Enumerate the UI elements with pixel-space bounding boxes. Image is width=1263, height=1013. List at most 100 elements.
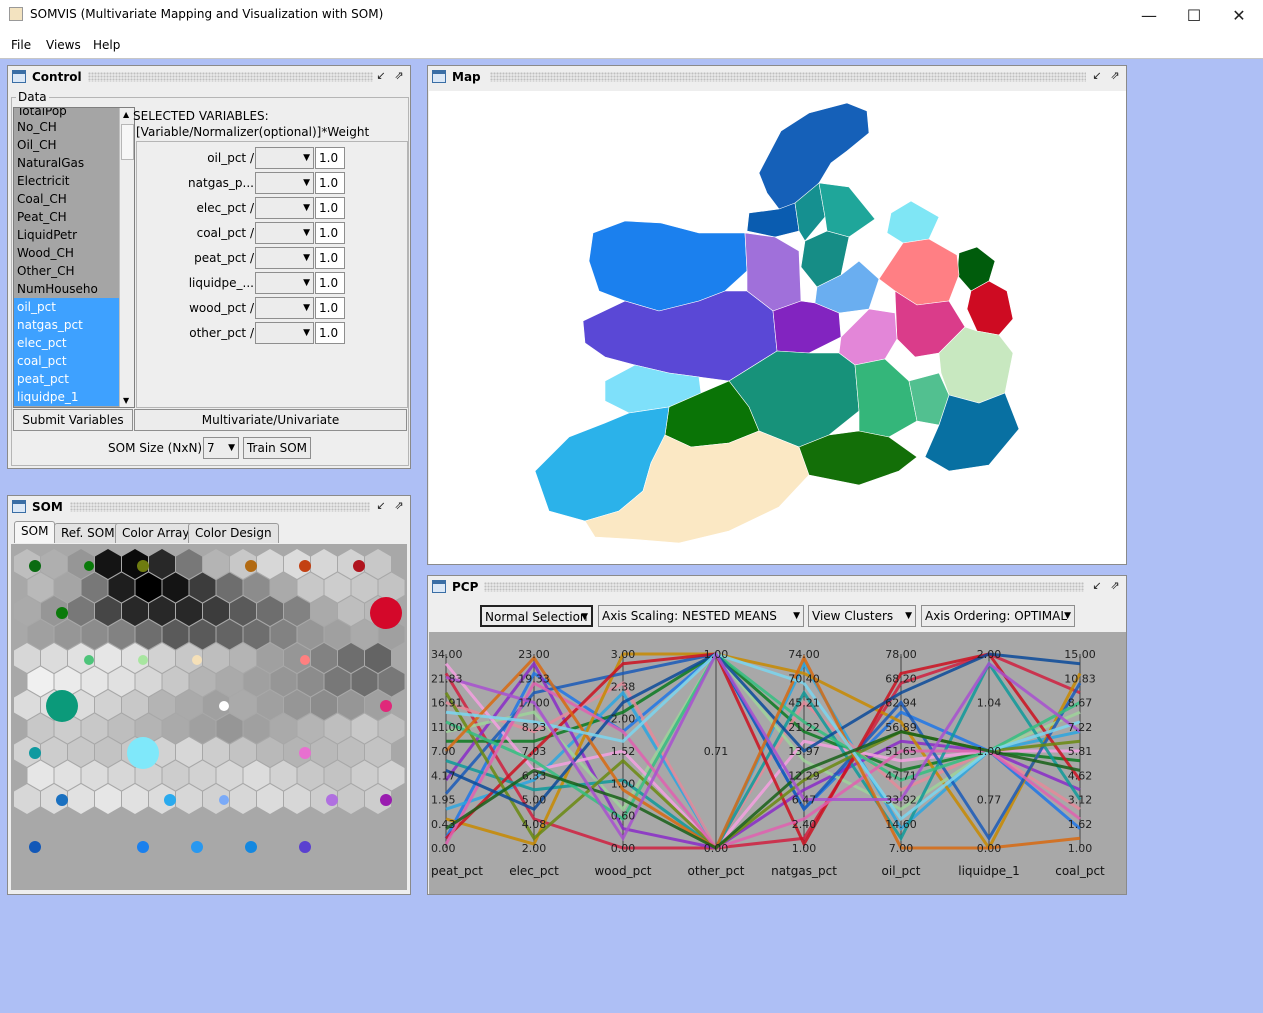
som-hex-cell[interactable] (203, 690, 229, 720)
som-hex-cell[interactable] (108, 572, 135, 603)
som-hex-cell[interactable] (14, 596, 40, 626)
som-hex-cell[interactable] (189, 713, 216, 744)
som-hex-grid[interactable] (11, 544, 407, 890)
som-hex-cell[interactable] (324, 713, 351, 744)
som-hex-cell[interactable] (95, 643, 121, 673)
som-cluster-node[interactable] (29, 747, 41, 759)
som-hex-cell[interactable] (189, 572, 216, 603)
som-cluster-node[interactable] (56, 607, 68, 619)
som-cluster-node[interactable] (56, 794, 68, 806)
iconify-icon[interactable]: ↙ (376, 499, 386, 512)
list-item[interactable]: natgas_pct (14, 316, 121, 334)
maximize-frame-icon[interactable]: ⇗ (1110, 69, 1120, 82)
pcp-axis-name[interactable]: oil_pct (882, 864, 921, 878)
list-item[interactable]: Coal_CH (17, 192, 67, 206)
som-hex-cell[interactable] (95, 549, 121, 579)
menu-help[interactable]: Help (93, 38, 121, 52)
som-hex-cell[interactable] (297, 572, 324, 603)
som-hex-cell[interactable] (230, 596, 256, 626)
som-cluster-node[interactable] (29, 560, 41, 572)
som-hex-cell[interactable] (14, 643, 40, 673)
close-icon[interactable]: ✕ (1232, 5, 1246, 25)
som-hex-cell[interactable] (189, 760, 216, 791)
som-hex-cell[interactable] (54, 666, 81, 697)
list-item[interactable]: Peat_CH (17, 210, 67, 224)
som-hex-cell[interactable] (68, 784, 94, 814)
som-hex-cell[interactable] (162, 713, 189, 744)
pcp-frame-header[interactable]: PCP ↙ ⇗ (428, 576, 1126, 598)
som-cluster-node[interactable] (380, 794, 392, 806)
som-hex-cell[interactable] (378, 572, 405, 603)
som-frame-header[interactable]: SOM ↙ ⇗ (8, 496, 410, 518)
normalizer-select[interactable]: ▼ (255, 147, 314, 169)
som-hex-cell[interactable] (365, 643, 391, 673)
som-hex-cell[interactable] (351, 713, 378, 744)
scroll-up-icon[interactable]: ▲ (123, 110, 130, 119)
som-hex-cell[interactable] (189, 619, 216, 650)
scroll-down-icon[interactable]: ▼ (123, 396, 130, 405)
pcp-axis-name[interactable]: peat_pct (431, 864, 483, 878)
som-hex-cell[interactable] (365, 784, 391, 814)
pcp-record-line[interactable] (445, 652, 1081, 812)
som-hex-cell[interactable] (351, 666, 378, 697)
som-hex-cell[interactable] (176, 690, 202, 720)
som-hex-cell[interactable] (54, 760, 81, 791)
normalizer-select[interactable]: ▼ (255, 172, 314, 194)
som-hex-cell[interactable] (203, 596, 229, 626)
som-hex-cell[interactable] (230, 737, 256, 767)
som-cluster-node[interactable] (299, 841, 311, 853)
som-hex-cell[interactable] (284, 596, 310, 626)
pcp-record-line[interactable] (444, 654, 1081, 851)
som-hex-cell[interactable] (108, 619, 135, 650)
tab-color-design[interactable]: Color Design (188, 523, 279, 543)
som-hex-cell[interactable] (338, 596, 364, 626)
pcp-record-line[interactable] (444, 681, 1081, 850)
som-cluster-node[interactable] (353, 560, 365, 572)
som-hex-cell[interactable] (378, 760, 405, 791)
som-hex-cell[interactable] (365, 690, 391, 720)
som-hex-cell[interactable] (257, 690, 283, 720)
som-hex-cell[interactable] (351, 619, 378, 650)
weight-field[interactable]: 1.0 (315, 272, 345, 294)
som-hex-cell[interactable] (297, 619, 324, 650)
som-hex-cell[interactable] (311, 596, 337, 626)
som-hex-cell[interactable] (41, 784, 67, 814)
list-item[interactable]: Oil_CH (17, 138, 57, 152)
som-hex-cell[interactable] (216, 619, 243, 650)
submit-variables-button[interactable]: Submit Variables (13, 409, 133, 431)
pcp-axis-name[interactable]: wood_pct (594, 864, 651, 878)
som-hex-cell[interactable] (95, 596, 121, 626)
som-hex-cell[interactable] (81, 666, 108, 697)
weight-field[interactable]: 1.0 (315, 197, 345, 219)
som-hex-cell[interactable] (81, 619, 108, 650)
parallel-coordinates-plot[interactable]: 34.00 21.83 16.91 11.00 7.00 4.17 1.95 0.43 0.00… (429, 632, 1126, 894)
som-hex-cell[interactable] (135, 713, 162, 744)
som-hex-cell[interactable] (203, 549, 229, 579)
som-cluster-node[interactable] (137, 841, 149, 853)
list-item[interactable]: NaturalGas (17, 156, 85, 170)
som-hex-cell[interactable] (135, 572, 162, 603)
pcp-record-line[interactable] (445, 652, 1082, 851)
som-hex-cell[interactable] (243, 760, 270, 791)
variable-list[interactable]: TotalPop No_CH Oil_CH NaturalGas Electricit… (13, 107, 135, 408)
train-som-button[interactable]: Train SOM (243, 437, 311, 459)
map-region-kilkenny[interactable] (854, 358, 918, 438)
som-hex-cell[interactable] (338, 784, 364, 814)
som-hex-cell[interactable] (284, 784, 310, 814)
som-hex-cell[interactable] (365, 737, 391, 767)
maximize-frame-icon[interactable]: ⇗ (394, 69, 404, 82)
pcp-axis-name[interactable]: coal_pct (1055, 864, 1105, 878)
som-cluster-node[interactable] (29, 841, 41, 853)
menu-views[interactable]: Views (46, 38, 81, 52)
som-hex-cell[interactable] (68, 737, 94, 767)
som-hex-cell[interactable] (311, 549, 337, 579)
som-cluster-node[interactable] (245, 841, 257, 853)
som-hex-cell[interactable] (311, 784, 337, 814)
som-hex-cell[interactable] (216, 713, 243, 744)
som-cluster-node[interactable] (127, 737, 159, 769)
pcp-record-line[interactable] (445, 651, 1081, 822)
som-hex-cell[interactable] (216, 760, 243, 791)
maximize-frame-icon[interactable]: ⇗ (394, 499, 404, 512)
som-hex-cell[interactable] (41, 643, 67, 673)
som-hex-cell[interactable] (203, 737, 229, 767)
